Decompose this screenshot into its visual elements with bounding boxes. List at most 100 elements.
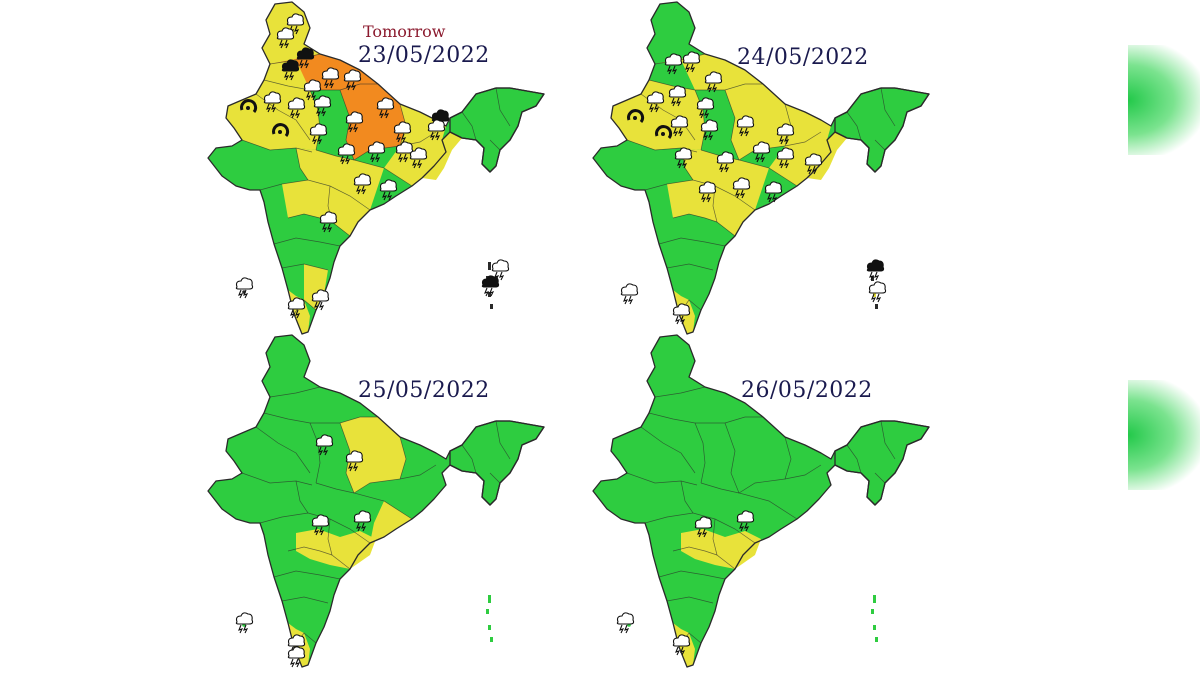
thunderstorm-icon [620,283,639,305]
thunderstorm-icon [311,289,330,311]
state-border [241,472,313,486]
state-border [461,444,477,474]
island-mark [490,304,493,309]
state-border [461,111,477,141]
thunderstorm-icon [395,141,414,163]
island-mark [873,595,876,603]
state-border [269,386,321,398]
island-mark [875,637,878,642]
state-border [259,179,371,211]
region-tn [304,264,328,310]
state-border [327,518,351,570]
region-mp [681,148,769,210]
state-border [658,570,726,580]
thunderstorm-icon [868,281,887,303]
island-mark [488,292,491,297]
thunderstorm-icon [409,147,428,169]
thunderstorm-icon [337,143,356,165]
state-border [281,263,329,271]
date-label-3: 25/05/2022 [358,378,490,403]
country-fill [593,335,929,667]
state-border [399,436,407,480]
state-border [309,422,321,484]
thunderstorm-icon [698,181,717,203]
dust-storm-icon [272,123,290,137]
country-outline [207,1,545,335]
region-mp [296,148,384,210]
thunderstorm-icon [764,181,783,203]
map-panel-2 [585,0,945,340]
thunderstorm-icon [672,303,691,325]
state-border [874,139,886,151]
date-label-4: 26/05/2022 [741,378,873,403]
state-border [672,213,718,223]
island-mark [488,262,491,270]
thunderstorm-icon [309,123,328,145]
northeast-outline [449,87,545,173]
thunderstorm-icon [776,147,795,169]
map-panel-3 [200,333,560,673]
thunderstorm-icon [343,69,362,91]
hailstorm-icon [296,47,315,69]
state-border [724,89,798,187]
region-raj [611,80,705,150]
state-border [666,263,714,271]
thunderstorm-icon [668,85,687,107]
state-border [880,420,896,460]
island-mark [875,304,878,309]
state-border [489,472,501,484]
thunderstorm-icon [235,612,254,634]
thunderstorm-icon [315,434,334,456]
right-edge-glow-top [1128,45,1200,155]
india-map-1 [207,1,545,335]
state-border [694,89,706,151]
thunderstorm-icon [235,277,254,299]
region-north [655,54,763,90]
right-edge-glow-bottom [1128,380,1200,490]
thunderstorm-icon [276,27,295,49]
map-panel-4 [585,333,945,673]
state-border [666,596,714,604]
state-border [315,149,355,161]
state-border [724,422,798,520]
island-mark [871,609,874,614]
state-border [241,139,313,153]
thunderstorm-icon [379,179,398,201]
state-border [654,386,706,398]
country-outline [592,334,930,668]
thunderstorm-icon [303,79,322,101]
thunderstorm-icon [700,119,719,141]
dust-storm-icon [627,109,645,123]
state-border [880,87,896,127]
hailstorm-icon [866,259,885,281]
thunderstorm-icon [696,97,715,119]
northeast-outline [834,420,930,506]
region-guj [593,140,693,190]
state-border [658,237,726,247]
state-border [784,436,792,480]
island-mark [871,276,874,281]
thunderstorm-icon [736,510,755,532]
state-border [640,426,696,474]
thunderstorm-icon [313,95,332,117]
state-border [263,412,378,424]
state-border [339,422,413,520]
state-border [712,518,736,570]
state-border [495,420,511,460]
country-fill [208,335,544,667]
thunderstorm-icon [319,211,338,233]
thunderstorm-icon [287,646,306,668]
island-mark [490,637,493,642]
state-border [295,147,309,181]
thunderstorm-icon [353,510,372,532]
date-label-2: 24/05/2022 [737,45,869,70]
region-central [282,180,370,236]
thunderstorm-icon [672,634,691,656]
thunderstorm-icon [704,71,723,93]
india-map-3 [207,334,545,668]
india-map-2 [592,1,930,335]
thunderstorm-icon [427,119,446,141]
thunderstorm-icon [674,147,693,169]
state-border [495,87,511,127]
state-border [315,482,355,494]
